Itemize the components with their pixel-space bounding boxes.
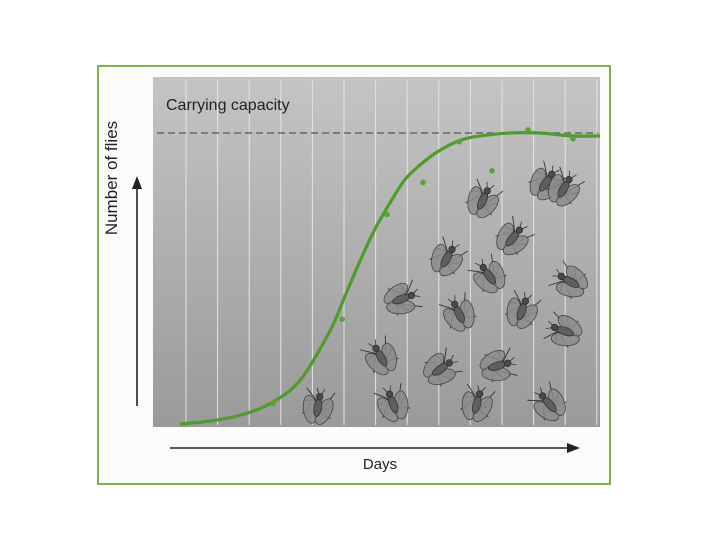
fly-icon [429,236,468,277]
data-point [270,400,276,407]
data-point [420,179,426,186]
fly-icon [383,279,423,316]
data-point [339,316,345,323]
x-axis-label: Days [362,456,398,473]
fly-icon [479,347,518,383]
y-axis-label: Number of flies [102,120,121,236]
data-point [570,136,576,142]
fly-icon [301,387,336,425]
fly-icon [543,311,583,349]
axes [132,176,580,453]
fly-icon [527,381,567,422]
fly-icon [360,335,399,376]
fly-illustrations [301,160,589,425]
fly-icon [460,383,496,423]
plot-panel [153,77,600,427]
data-point [489,168,495,174]
y-axis-arrowhead [132,176,142,189]
carrying-capacity-label: Carrying capacity [166,97,290,114]
fly-icon [465,178,504,219]
fly-icon [467,253,507,294]
fly-icon [548,260,589,300]
fly-icon [495,215,535,256]
fly-icon [438,292,477,332]
fly-icon [423,347,463,387]
data-points [270,127,576,407]
fly-icon [546,166,585,207]
data-point [456,138,462,145]
x-axis-arrowhead [567,443,580,453]
data-point [384,211,390,218]
fly-icon [373,383,410,423]
data-point [525,127,531,133]
fly-icon [504,289,542,329]
